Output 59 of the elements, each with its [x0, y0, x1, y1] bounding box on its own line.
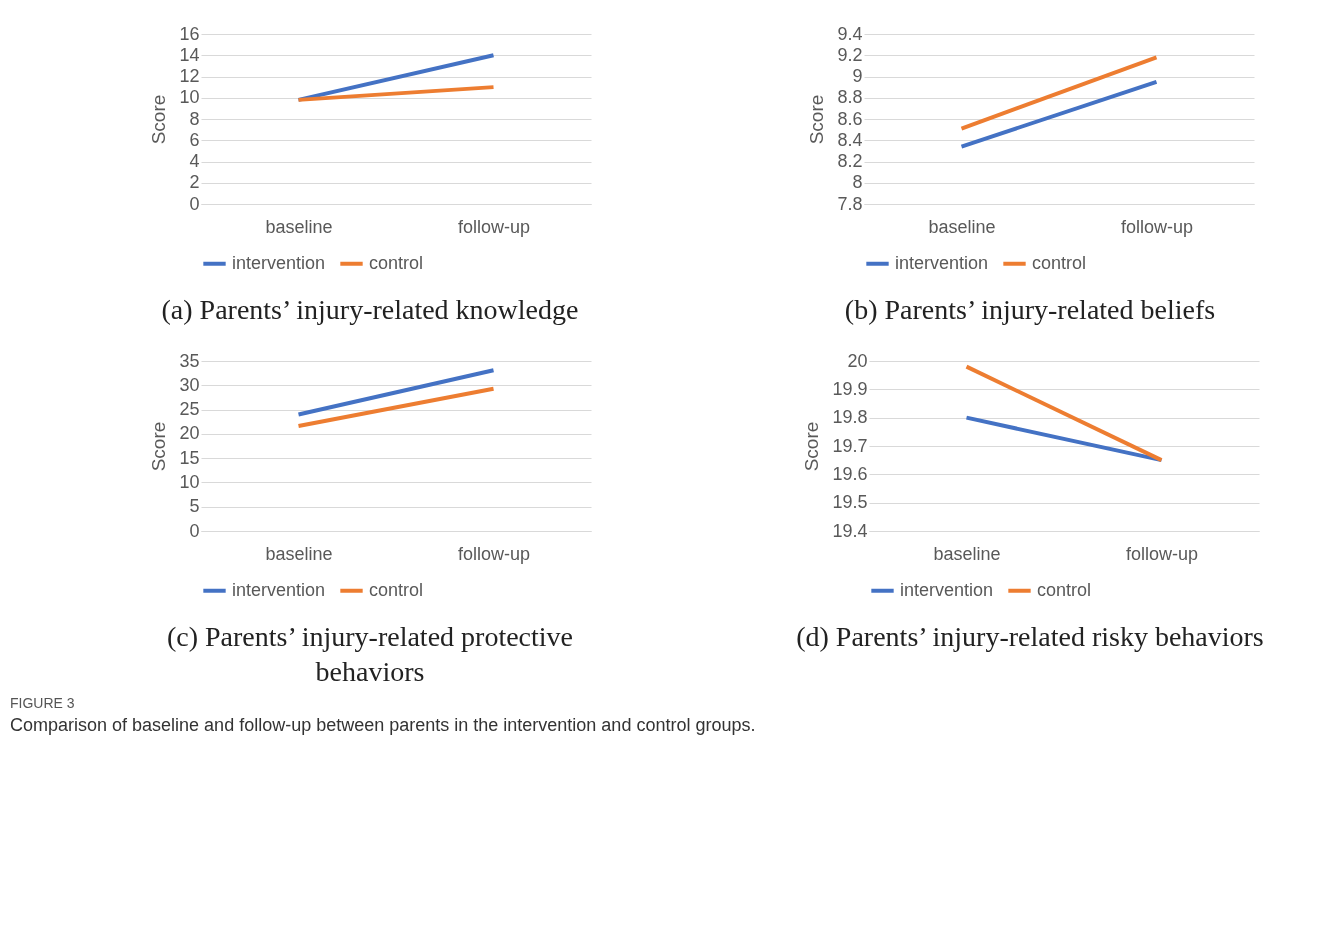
y-tick-label: 12	[179, 66, 200, 86]
y-tick-label: 19.9	[831, 378, 867, 399]
text: Comparison of baseline and follow-up between parents in the intervention and control groups.	[10, 715, 757, 736]
y-tick-label: 19.8	[831, 407, 867, 428]
caption: FIGURE 3	[10, 695, 76, 711]
y-tick-label: 8.6	[836, 108, 862, 129]
x-tick-label: baseline	[265, 543, 333, 564]
y-tick-label: 2	[189, 172, 200, 193]
y-tick-label: 20	[846, 350, 867, 371]
y-tick-label: 15	[179, 447, 200, 468]
y-tick-label: 16	[179, 23, 200, 44]
y-tick-label: 9.4	[836, 23, 862, 44]
y-axis-title: Score	[800, 421, 822, 472]
y-tick-label: 6	[189, 129, 200, 150]
legend-label: control	[1031, 252, 1086, 273]
y-tick-label: 10	[179, 471, 200, 492]
x-tick-label: follow-up	[1120, 216, 1193, 237]
y-axis-title: Score	[148, 94, 170, 145]
y-tick-label: 8.8	[836, 87, 862, 108]
x-tick-label: baseline	[265, 216, 333, 237]
text: (b) Parents’ injury-related beliefs	[843, 293, 1217, 327]
x-tick-label: follow-up	[457, 216, 531, 237]
y-tick-label: 8	[851, 172, 862, 193]
text: (c) Parents’ injury-related protective behaviors	[165, 620, 575, 689]
y-tick-label: 8.4	[836, 129, 862, 150]
x-tick-label: baseline	[932, 543, 1001, 564]
y-tick-label: 7.8	[836, 193, 862, 214]
y-tick-label: 9.2	[836, 44, 862, 65]
y-tick-label: 30	[179, 374, 200, 395]
y-tick-label: 20	[179, 423, 200, 444]
legend-label: control	[369, 579, 424, 600]
y-axis-title: Score	[805, 94, 827, 145]
y-tick-label: 4	[189, 151, 200, 171]
y-axis-title: Score	[148, 421, 170, 472]
y-tick-label: 25	[179, 399, 200, 420]
y-tick-label: 0	[189, 193, 200, 214]
legend-label: intervention	[232, 579, 326, 600]
legend-label: control	[369, 252, 424, 273]
y-tick-label: 9	[851, 66, 862, 86]
legend-label: intervention	[232, 252, 326, 273]
y-tick-label: 19.7	[831, 435, 867, 456]
y-tick-label: 19.5	[831, 492, 867, 513]
text: (a) Parents’ injury-related knowledge	[160, 293, 580, 327]
y-tick-label: 10	[179, 87, 200, 108]
y-tick-label: 0	[189, 520, 200, 541]
y-tick-label: 5	[189, 496, 200, 517]
legend-label: intervention	[894, 252, 988, 273]
x-tick-label: follow-up	[457, 543, 531, 564]
y-tick-label: 35	[179, 350, 200, 371]
text: (d) Parents’ injury-related risky behaviors	[795, 620, 1265, 654]
y-tick-label: 8	[189, 108, 200, 129]
x-tick-label: follow-up	[1125, 543, 1198, 564]
y-tick-label: 14	[179, 44, 200, 65]
legend-label: intervention	[899, 579, 993, 600]
legend-label: control	[1036, 579, 1091, 600]
y-tick-label: 19.6	[831, 463, 867, 484]
x-tick-label: baseline	[927, 216, 996, 237]
y-tick-label: 19.4	[831, 520, 867, 541]
y-tick-label: 8.2	[836, 151, 862, 171]
